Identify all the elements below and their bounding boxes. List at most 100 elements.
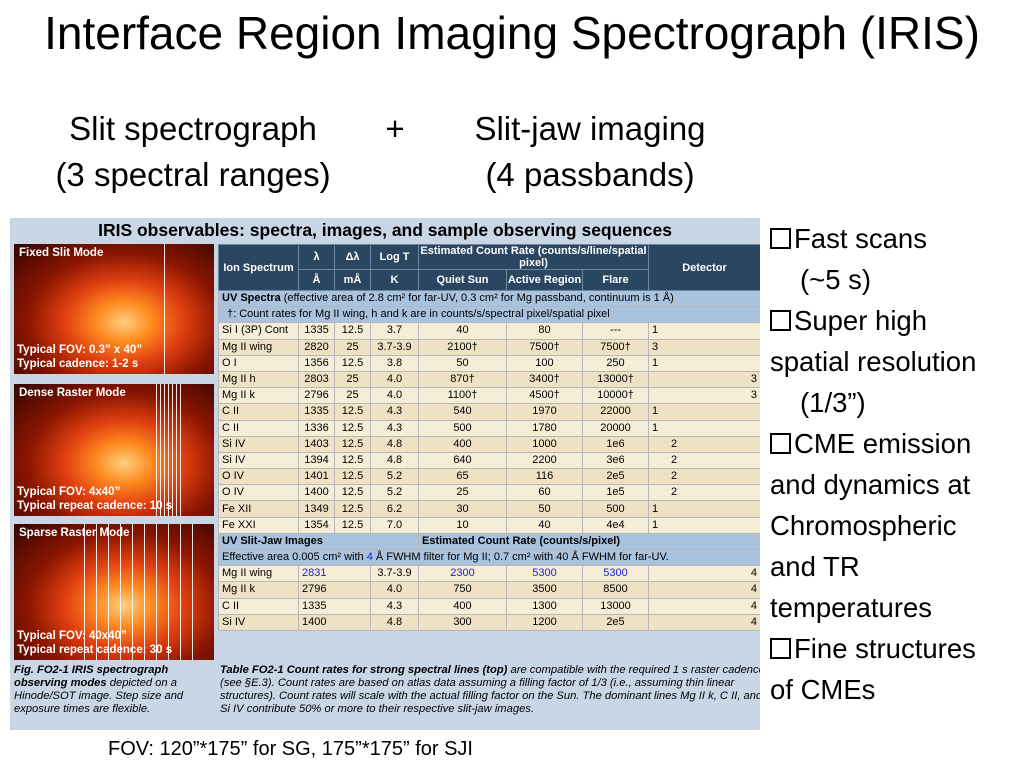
cell-flare: 3e6	[582, 451, 649, 470]
cell-ion: C II	[218, 403, 299, 421]
cell-lambda: 1349	[298, 500, 335, 518]
bullet-line: (~5 s)	[800, 264, 872, 295]
cell-lambda: 2803	[298, 370, 335, 389]
cell-detector: 1	[648, 516, 760, 534]
cell-quiet-sun: 1100†	[418, 387, 507, 405]
cell-dlambda: 12.5	[334, 484, 371, 502]
cell-detector: 2	[648, 451, 760, 470]
cell-ion: Fe XII	[218, 500, 299, 518]
table-row: Fe XXI 1354 12.5 7.0 10 40 4e4 1	[218, 516, 760, 534]
cell-ion: O IV	[218, 468, 299, 486]
cell-ion: Mg II k	[218, 581, 299, 599]
bullet-item: Fast scans	[770, 218, 1020, 259]
bullet-line: of CMEs	[770, 674, 876, 705]
sji-title: UV Slit-Jaw Images	[222, 534, 323, 547]
cell-active-region: 1300	[506, 597, 583, 615]
cell-flare: 13000†	[582, 370, 649, 389]
cell-active-region: 5300	[506, 565, 583, 583]
cell-flare: 2e5	[582, 468, 649, 486]
table-row: Mg II wing 2820 25 3.7-3.9 2100† 7500† 7500† 3	[218, 338, 760, 356]
cell-quiet-sun: 65	[418, 468, 507, 486]
cell-logt: 4.0	[370, 581, 419, 599]
checkbox-icon	[770, 638, 791, 659]
cell-ion: C II	[218, 419, 299, 437]
panel-label: Dense Raster Mode	[19, 387, 126, 399]
cell-lambda: 1401	[298, 468, 335, 486]
cell-detector: 3	[648, 370, 760, 389]
bullet-line: Chromospheric	[770, 510, 957, 541]
cell-active-region: 7500†	[506, 338, 583, 356]
cell-active-region: 2200	[506, 451, 583, 470]
cell-flare: ---	[582, 322, 649, 340]
figure-caption-text: depicted on a Hinode/SOT image. Step siz…	[14, 677, 184, 715]
cell-lambda: 1400	[298, 484, 335, 502]
cell-dlambda: 12.5	[334, 322, 371, 340]
cell-ion: Si IV	[218, 613, 299, 631]
cell-detector: 1	[648, 500, 760, 518]
bullet-item: CME emission	[770, 423, 1020, 464]
cell-lambda: 2820	[298, 338, 335, 356]
panel-sparse-raster: Sparse Raster Mode Typical FOV: 40x40” T…	[14, 524, 214, 660]
unit-lambda: Å	[298, 269, 335, 291]
slit-line	[156, 384, 157, 516]
table-caption: Table FO2-1 Count rates for strong spect…	[220, 664, 760, 716]
spectra-body: UV Spectra (effective area of 2.8 cm² fo…	[218, 289, 760, 534]
cell-quiet-sun: 10	[418, 516, 507, 534]
cell-quiet-sun: 640	[418, 451, 507, 470]
subtitle-slitjaw: Slit-jaw imaging (4 passbands)	[440, 106, 740, 198]
panel-dense-raster: Dense Raster Mode Typical FOV: 4x40” Typ…	[14, 384, 214, 516]
table-row: C II 1335 12.5 4.3 540 1970 22000 1	[218, 403, 760, 421]
panel-fov: Typical FOV: 4x40”	[17, 486, 121, 498]
sji-body: UV Slit-Jaw Images Estimated Count Rate …	[218, 532, 760, 631]
header-logt: Log T	[370, 244, 419, 270]
cell-ion: O IV	[218, 484, 299, 502]
cell-active-region: 60	[506, 484, 583, 502]
cell-logt: 4.3	[370, 403, 419, 421]
table-row: Si I (3P) Cont 1335 12.5 3.7 40 80 --- 1	[218, 322, 760, 340]
panel-label: Fixed Slit Mode	[19, 247, 104, 259]
bullet-line: Fine structures	[794, 633, 976, 664]
cell-active-region: 50	[506, 500, 583, 518]
cell-flare: 5300	[582, 565, 649, 583]
cell-ion: Mg II wing	[218, 338, 299, 356]
cell-ion: Mg II h	[218, 370, 299, 389]
slide-title: Interface Region Imaging Spectrograph (I…	[44, 7, 980, 59]
cell-active-region: 1780	[506, 419, 583, 437]
cell-logt: 4.0	[370, 387, 419, 405]
cell-logt: 3.8	[370, 354, 419, 372]
header-ion-spectrum: Ion Spectrum	[218, 244, 299, 291]
cell-quiet-sun: 2300	[418, 565, 507, 583]
table-row: Mg II wing 2831 3.7-3.9 2300 5300 5300 4	[218, 565, 760, 583]
header-dlambda: Δλ	[334, 244, 371, 270]
cell-dlambda: 12.5	[334, 403, 371, 421]
slit-line	[84, 524, 85, 660]
cell-ion: Fe XXI	[218, 516, 299, 534]
sji-note-4: 4	[366, 551, 373, 564]
cell-flare: 20000	[582, 419, 649, 437]
bullet-line: and dynamics at	[770, 469, 971, 500]
cell-quiet-sun: 500	[418, 419, 507, 437]
cell-logt: 4.8	[370, 613, 419, 631]
cell-quiet-sun: 750	[418, 581, 507, 599]
cell-lambda: 1403	[298, 435, 335, 453]
sji-note-b: Å FWHM filter for Mg II; 0.7 cm² with 40…	[372, 551, 669, 564]
cell-quiet-sun: 2100†	[418, 338, 507, 356]
panel-cadence: Typical repeat cadence: 10 s	[17, 500, 173, 512]
slit-line	[144, 524, 145, 660]
table-row: C II 1335 4.3 400 1300 13000 4	[218, 597, 760, 615]
bullet-line: Super high	[794, 305, 928, 336]
panel-fov: Typical FOV: 0.3” x 40”	[17, 344, 143, 356]
cell-flare: 8500	[582, 581, 649, 599]
cell-dlambda: 12.5	[334, 354, 371, 372]
cell-lambda: 1356	[298, 354, 335, 372]
cell-flare: 7500†	[582, 338, 649, 356]
section-slit-jaw: UV Slit-Jaw Images Estimated Count Rate …	[218, 532, 760, 551]
uv-spectra-note: (effective area of 2.8 cm² for far-UV, 0…	[280, 292, 674, 305]
observables-table: Ion Spectrum λ Δλ Log T Estimated Count …	[218, 244, 760, 631]
table-row: O I 1356 12.5 3.8 50 100 250 1	[218, 354, 760, 372]
panel-fov: Typical FOV: 40x40”	[17, 630, 127, 642]
cell-ion: Si IV	[218, 435, 299, 453]
cell-quiet-sun: 30	[418, 500, 507, 518]
panel-info: Typical FOV: 40x40” Typical repeat caden…	[17, 629, 172, 657]
table-row: Si IV 1403 12.5 4.8 400 1000 1e6 2	[218, 435, 760, 453]
